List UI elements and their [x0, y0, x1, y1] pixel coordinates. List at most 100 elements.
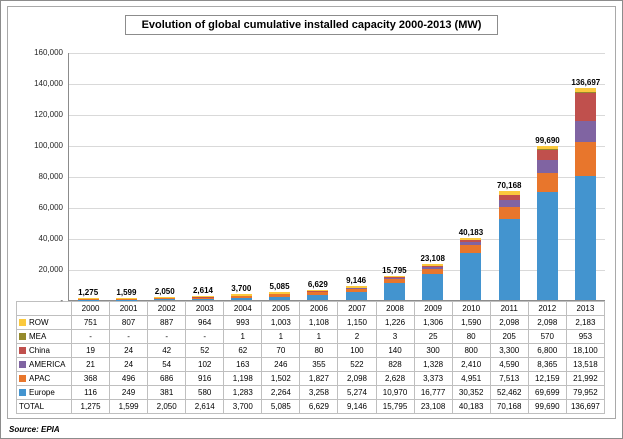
year-header: 2002	[147, 301, 187, 316]
table-cell: 1,283	[223, 385, 263, 400]
y-axis-label: 140,000	[34, 79, 63, 88]
gridline	[69, 146, 605, 147]
y-axis-label: 40,000	[38, 234, 63, 243]
stacked-bar	[192, 295, 214, 300]
table-cell: 1,275	[70, 399, 111, 414]
bar-column-2011: 70,168	[490, 53, 528, 300]
bar-total-label: 9,146	[346, 275, 367, 285]
stacked-bar	[154, 296, 176, 300]
table-cell: 102	[185, 357, 225, 372]
table-cell: 3,700	[223, 399, 263, 414]
bar-column-2004: 3,700	[222, 53, 260, 300]
table-cell: 807	[109, 315, 149, 330]
bar-column-2010: 40,183	[452, 53, 490, 300]
bar-segment-china	[575, 93, 597, 122]
bar-segment-europe	[230, 298, 252, 300]
bar-total-label: 6,629	[307, 279, 328, 289]
stacked-bar	[422, 264, 444, 300]
table-cell: 2	[337, 329, 377, 344]
table-cell: 70	[261, 343, 301, 358]
bar-segment-row	[192, 295, 214, 298]
chart-title: Evolution of global cumulative installed…	[124, 15, 499, 35]
legend-swatch-apac	[19, 375, 26, 382]
year-header: 2011	[489, 301, 529, 316]
table-cell: 69,699	[527, 385, 567, 400]
table-cell: 2,410	[451, 357, 491, 372]
table-cell: 13,518	[565, 357, 606, 372]
table-cell: 79,952	[565, 385, 606, 400]
stacked-bar	[307, 289, 329, 300]
table-cell: 163	[223, 357, 263, 372]
bar-column-2005: 5,085	[260, 53, 298, 300]
series-label: Europe	[16, 385, 72, 400]
bar-segment-row	[498, 191, 520, 195]
bar-segment-apac	[77, 299, 99, 300]
table-cell: 1	[261, 329, 301, 344]
gridline	[69, 208, 605, 209]
bar-segment-apac	[575, 142, 597, 177]
table-cell: 751	[70, 315, 111, 330]
series-label: China	[16, 343, 72, 358]
bar-segment-europe	[345, 291, 367, 300]
data-table: 2000 2001 2002 2003 2004 2005 2006 2007 2008 2009…	[16, 301, 606, 414]
bar-segment-row	[536, 145, 559, 149]
series-label: TOTAL	[16, 399, 72, 414]
series-name: ROW	[29, 318, 49, 327]
year-header: 2009	[413, 301, 453, 316]
year-header: 2006	[299, 301, 339, 316]
bar-segment-europe	[422, 274, 444, 300]
legend-swatch-row	[19, 319, 26, 326]
bar-segment-row	[575, 88, 597, 92]
bar-segment-america	[460, 241, 482, 246]
table-cell: 1,150	[337, 315, 377, 330]
table-cell: -	[185, 329, 225, 344]
series-name: MEA	[29, 332, 47, 341]
table-cell: 993	[223, 315, 263, 330]
table-cell: 3,300	[489, 343, 529, 358]
stacked-bar	[269, 292, 291, 300]
bar-segment-america	[345, 287, 367, 289]
gridline	[69, 53, 605, 54]
bar-segment-apac	[154, 298, 176, 300]
series-label: ROW	[16, 315, 72, 330]
bar-column-2013: 136,697	[567, 53, 605, 300]
bar-segment-apac	[230, 296, 252, 299]
bar-segment-row	[307, 289, 329, 292]
table-cell: 3,373	[413, 371, 453, 386]
table-cell: 5,274	[337, 385, 377, 400]
bar-total-label: 70,168	[497, 181, 522, 191]
table-row-america: AMERICA 21 24 54 102 163 246 355 522 828 1,328 2,41…	[16, 357, 606, 372]
table-cell: 2,098	[489, 315, 529, 330]
table-cell: 1	[223, 329, 263, 344]
bar-segment-apac	[422, 268, 444, 274]
table-cell: 42	[147, 343, 187, 358]
table-cell: 30,352	[451, 385, 491, 400]
plot-area: 160,000 140,000 120,000 100,000 80,000 60,000…	[16, 48, 605, 305]
table-row-europe: Europe 116 249 381 580 1,283 2,264 3,258 5,274 10…	[16, 385, 606, 400]
table-cell: 5,085	[261, 399, 301, 414]
gridline	[69, 177, 605, 178]
table-cell: 6,629	[299, 399, 339, 414]
bar-total-label: 2,050	[154, 286, 175, 296]
year-header: 2013	[565, 301, 606, 316]
bar-segment-apac	[192, 297, 214, 300]
year-header: 2000	[70, 301, 111, 316]
table-cell: 116	[70, 385, 111, 400]
bar-total-label: 2,614	[192, 285, 213, 295]
plot: 1,275 1,599 2,050 2,614 3,700 5,085 6,629 9,146…	[68, 53, 605, 301]
year-header: 2005	[261, 301, 301, 316]
stacked-bar	[460, 237, 482, 300]
table-cell: 16,777	[413, 385, 453, 400]
bar-segment-america	[536, 160, 559, 174]
table-cell: 580	[185, 385, 225, 400]
legend-swatch-mea	[19, 333, 26, 340]
stacked-bar	[230, 294, 252, 300]
table-cell: 2,614	[185, 399, 225, 414]
bar-column-2002: 2,050	[146, 53, 184, 300]
y-axis-label: -	[60, 296, 63, 305]
bar-total-label: 5,085	[269, 282, 290, 292]
table-row-apac: APAC 368 496 686 916 1,198 1,502 1,827 2,098 2,62…	[16, 371, 606, 386]
table-cell: 1,198	[223, 371, 263, 386]
bar-segment-row	[115, 297, 137, 299]
bar-column-2000: 1,275	[69, 53, 107, 300]
